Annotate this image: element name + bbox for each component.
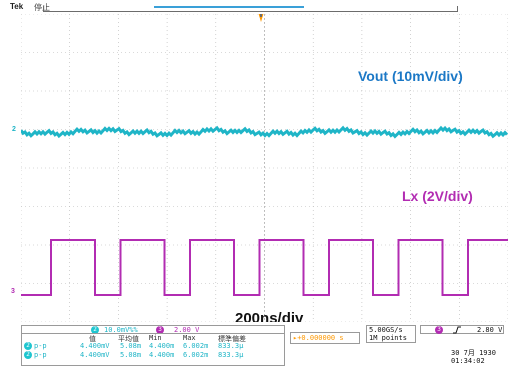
trigger-marker-icon <box>258 14 264 22</box>
meas-stddev: 833.3μ <box>218 342 244 350</box>
meas-header-value: 值 <box>89 335 96 343</box>
meas-value: 4.400mV <box>80 342 110 350</box>
meas-mean: 5.08m <box>120 342 142 350</box>
trigger-source-badge: 3 <box>435 326 443 334</box>
lx-annotation: Lx (2V/div) <box>402 188 473 204</box>
meas-header-stddev: 標準偏差 <box>218 335 246 343</box>
meas-type: p-p <box>34 351 47 359</box>
acquisition-status: 停止 <box>34 3 50 12</box>
meas-stddev: 833.3μ <box>218 351 244 359</box>
record-view-indicator <box>154 6 304 8</box>
sample-rate: 5.00GS/s <box>369 326 403 334</box>
trigger-position-value: ▸+0.000000 s <box>293 334 344 342</box>
scope-display <box>21 14 508 322</box>
meas-ch-badge: 2 <box>24 342 32 350</box>
meas-header-max: Max <box>183 334 196 342</box>
datetime-readout: 30 7月 1930 01:34:02 <box>451 349 496 365</box>
brand-logo: Tek <box>10 2 24 11</box>
meas-header-min: Min <box>149 334 162 342</box>
ch2-vout-trace <box>21 125 508 139</box>
readout-panel: 2 10.0mV%% 3 2.00 V 值 平均值 Min Max 標準偏差 2… <box>0 322 510 368</box>
meas-max: 6.002m <box>183 342 209 350</box>
rising-edge-icon <box>453 326 461 336</box>
meas-header-mean: 平均值 <box>118 335 139 343</box>
meas-ch-badge: 2 <box>24 351 32 359</box>
top-status-bar: Tek 停止 <box>0 0 510 14</box>
meas-mean: 5.08m <box>120 351 142 359</box>
meas-type: p-p <box>34 342 47 350</box>
acquisition-readout[interactable]: 5.00GS/s 1M points <box>366 325 416 343</box>
trigger-setup-readout[interactable]: 3 2.80 V <box>420 325 504 334</box>
trigger-level: 2.80 V <box>477 326 503 334</box>
graticule-grid <box>21 14 508 322</box>
ch2-ground-marker[interactable]: 2 <box>12 126 16 133</box>
time: 01:34:02 <box>451 357 485 365</box>
date: 30 7月 1930 <box>451 349 496 357</box>
ch3-lx-trace <box>21 239 508 296</box>
measurement-table: 值 平均值 Min Max 標準偏差 2 p-p 4.400mV 5.08m 4… <box>21 333 285 366</box>
meas-value: 4.400mV <box>80 351 110 359</box>
vout-annotation: Vout (10mV/div) <box>358 68 463 84</box>
trigger-position-readout[interactable]: ▸+0.000000 s <box>290 332 360 344</box>
table-row[interactable]: 2 p-p 4.400mV 5.08m 4.400m 6.002m 833.3μ <box>22 351 284 359</box>
trigger-position-bar[interactable] <box>43 6 458 12</box>
meas-min: 4.400m <box>149 342 175 350</box>
ch3-ground-marker[interactable]: 3 <box>11 288 15 295</box>
ch2-badge[interactable]: 2 <box>91 326 99 334</box>
table-row[interactable]: 2 p-p 4.400mV 5.08m 4.400m 6.002m 833.3μ <box>22 342 284 350</box>
record-length: 1M points <box>369 334 407 342</box>
ch2-scale: 10.0mV%% <box>104 326 138 334</box>
ch3-scale: 2.00 V <box>174 326 200 334</box>
meas-min: 4.400m <box>149 351 175 359</box>
meas-max: 6.002m <box>183 351 209 359</box>
ch3-badge[interactable]: 3 <box>156 326 164 334</box>
waveform-canvas <box>21 14 508 322</box>
